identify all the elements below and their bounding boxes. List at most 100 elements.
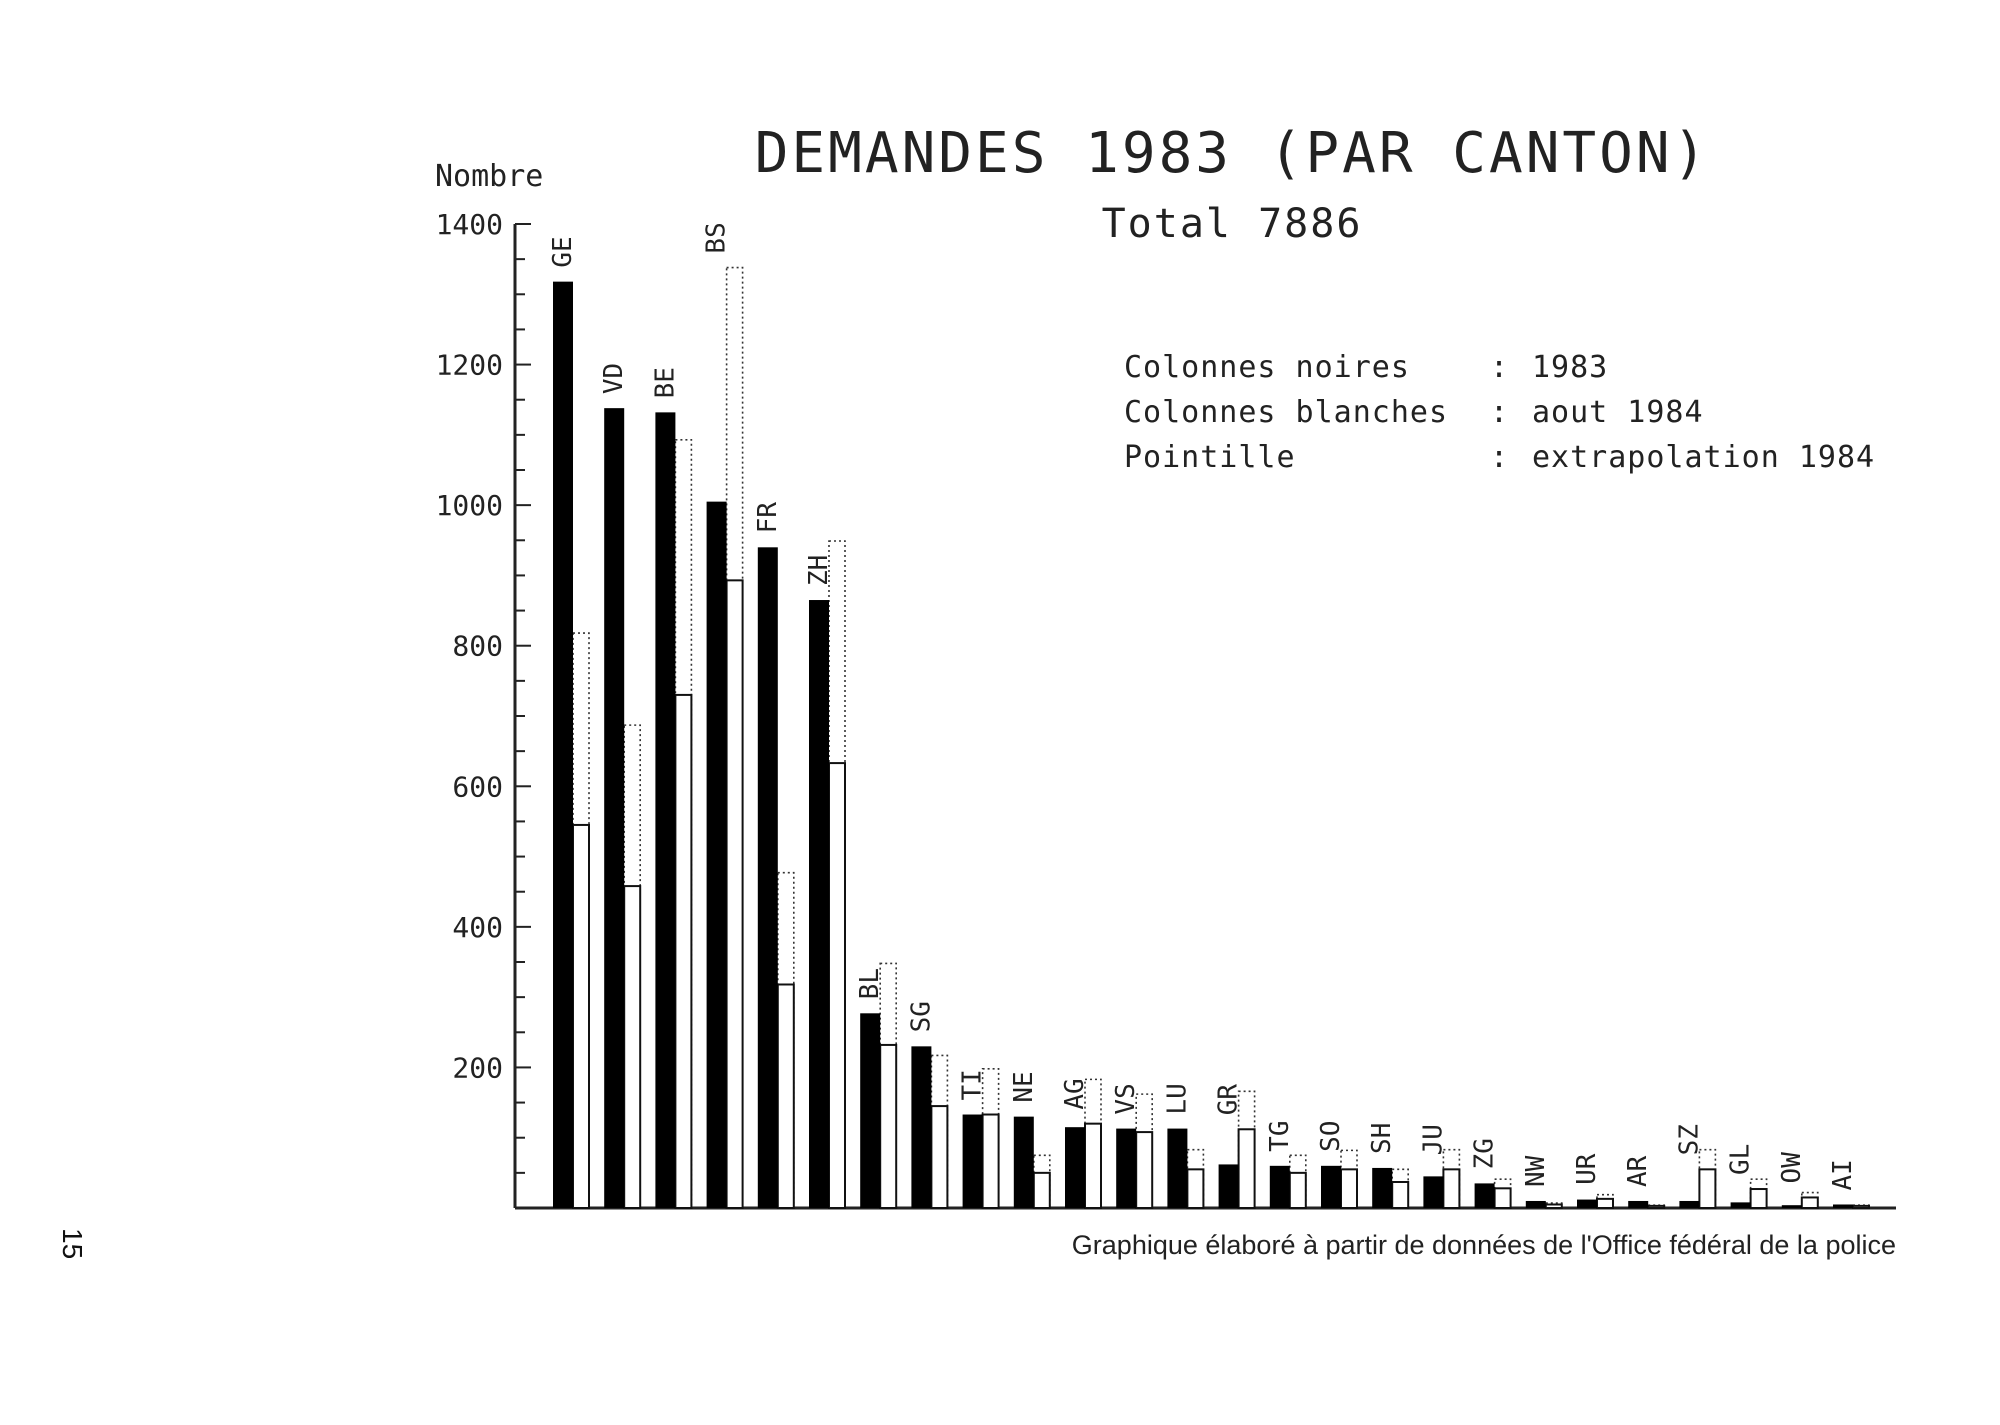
bar-1983-nw bbox=[1525, 1200, 1546, 1208]
category-label-sh: SH bbox=[1367, 1123, 1397, 1154]
bar-1983-sg bbox=[911, 1046, 932, 1208]
chart-subtitle: Total 7886 bbox=[1102, 201, 1363, 247]
legend-sep-aout: : bbox=[1490, 395, 1508, 430]
bar-aout-1984-ai bbox=[1852, 1204, 1870, 1210]
legend-label-1983: Colonnes noires bbox=[1124, 350, 1410, 385]
bar-1983-vd bbox=[604, 408, 625, 1208]
bar-1983-sh bbox=[1372, 1167, 1393, 1208]
bar-1983-ai bbox=[1833, 1204, 1853, 1208]
legend-label-aout: Colonnes blanches bbox=[1124, 395, 1448, 430]
bar-aout-1984-ju bbox=[1442, 1168, 1461, 1210]
bar-1983-bs bbox=[706, 501, 727, 1209]
bar-aout-1984-lu bbox=[1186, 1168, 1205, 1210]
legend-label-extrapolation: Pointille bbox=[1124, 440, 1296, 475]
y-axis-label: Nombre bbox=[435, 159, 543, 194]
y-tick-label: 1200 bbox=[436, 349, 503, 382]
category-label-ur: UR bbox=[1572, 1153, 1602, 1185]
bar-1983-ju bbox=[1423, 1176, 1444, 1208]
category-label-sg: SG bbox=[906, 1001, 936, 1032]
bar-1983-fr bbox=[757, 547, 778, 1208]
bar-1983-gr bbox=[1218, 1164, 1239, 1208]
bar-1983-ow bbox=[1781, 1205, 1802, 1208]
bar-aout-1984-ag bbox=[1084, 1122, 1102, 1209]
category-label-bs: BS bbox=[702, 222, 732, 253]
axes: 200 400 600 800 1000 1200 1400 bbox=[436, 208, 1896, 1210]
category-label-ju: JU bbox=[1418, 1124, 1448, 1155]
category-label-gr: GR bbox=[1214, 1084, 1244, 1116]
bar-1983-lu bbox=[1167, 1128, 1188, 1208]
category-label-bl: BL bbox=[855, 968, 885, 999]
bar-aout-1984-fr bbox=[776, 983, 795, 1210]
page-number: 15 bbox=[57, 1228, 88, 1260]
bar-1983-ar bbox=[1628, 1200, 1649, 1208]
bar-aout-1984-ur bbox=[1596, 1197, 1614, 1210]
bar-1983-ag bbox=[1065, 1127, 1085, 1208]
category-label-ti: TI bbox=[958, 1069, 988, 1100]
chart-title: DEMANDES 1983 (PAR CANTON) bbox=[755, 121, 1710, 186]
bar-aout-1984-ar bbox=[1647, 1204, 1666, 1210]
bar-1983-ur bbox=[1577, 1199, 1597, 1208]
bar-1983-vs bbox=[1116, 1128, 1137, 1208]
y-tick-label: 200 bbox=[452, 1051, 503, 1084]
bar-aout-1984-zg bbox=[1493, 1187, 1512, 1209]
category-label-zg: ZG bbox=[1470, 1138, 1500, 1169]
legend-sep-1983: : bbox=[1490, 350, 1508, 385]
category-label-ar: AR bbox=[1623, 1155, 1653, 1187]
bar-1983-so bbox=[1321, 1165, 1341, 1208]
bar-aout-1984-so bbox=[1340, 1168, 1358, 1210]
bar-aout-1984-bs bbox=[725, 579, 744, 1209]
category-label-be: BE bbox=[650, 367, 680, 398]
source-note: Graphique élaboré à partir de données de… bbox=[1072, 1230, 1896, 1260]
bar-1983-ge bbox=[553, 281, 573, 1208]
bar-aout-1984-ow bbox=[1800, 1196, 1819, 1210]
bar-aout-1984-gr bbox=[1237, 1128, 1256, 1210]
category-label-nw: NW bbox=[1521, 1155, 1551, 1187]
bar-aout-1984-be bbox=[674, 693, 693, 1209]
legend-value-1983: 1983 bbox=[1532, 350, 1608, 385]
legend-value-extrapolation: extrapolation 1984 bbox=[1532, 440, 1875, 475]
category-label-zh: ZH bbox=[804, 555, 834, 586]
category-label-ai: AI bbox=[1828, 1159, 1858, 1190]
bar-aout-1984-ge bbox=[572, 823, 590, 1209]
y-tick-label: 1000 bbox=[436, 489, 503, 522]
category-label-vd: VD bbox=[599, 363, 629, 394]
bar-aout-1984-sz bbox=[1698, 1168, 1717, 1210]
bar-1983-sz bbox=[1679, 1200, 1700, 1208]
category-label-ag: AG bbox=[1060, 1078, 1090, 1109]
bar-aout-1984-nw bbox=[1544, 1203, 1563, 1210]
category-label-ge: GE bbox=[548, 236, 578, 267]
category-label-sz: SZ bbox=[1674, 1124, 1704, 1155]
bar-1983-tg bbox=[1269, 1165, 1290, 1208]
bar-aout-1984-vs bbox=[1135, 1131, 1154, 1209]
bar-aout-1984-ne bbox=[1032, 1171, 1051, 1210]
bar-1983-zh bbox=[809, 600, 829, 1208]
category-label-vs: VS bbox=[1111, 1083, 1141, 1114]
y-tick-label: 1400 bbox=[436, 208, 503, 241]
bar-aout-1984-ti bbox=[981, 1113, 1000, 1210]
bars bbox=[553, 266, 1870, 1210]
legend: Colonnes noires : 1983 Colonnes blanches… bbox=[1124, 350, 1875, 475]
category-labels: GE VD BE BS FR ZH BL SG TI NE AG VS LU GR TG SO SH JU ZG NW… bbox=[548, 222, 1858, 1190]
bar-1983-ti bbox=[962, 1114, 983, 1208]
bar-aout-1984-bl bbox=[879, 1043, 898, 1209]
bar-1983-be bbox=[655, 412, 676, 1208]
category-label-so: SO bbox=[1316, 1121, 1346, 1152]
bar-aout-1984-zh bbox=[828, 762, 846, 1209]
category-label-fr: FR bbox=[753, 502, 783, 534]
category-label-ne: NE bbox=[1009, 1071, 1039, 1102]
bar-aout-1984-gl bbox=[1749, 1188, 1768, 1209]
bar-aout-1984-sh bbox=[1391, 1180, 1410, 1209]
bar-aout-1984-tg bbox=[1288, 1171, 1307, 1210]
y-tick-label: 800 bbox=[452, 630, 503, 663]
category-label-tg: TG bbox=[1265, 1121, 1295, 1152]
legend-value-aout: aout 1984 bbox=[1532, 395, 1704, 430]
y-tick-label: 600 bbox=[452, 770, 503, 803]
category-label-lu: LU bbox=[1162, 1083, 1192, 1114]
bar-1983-zg bbox=[1474, 1183, 1495, 1208]
bar-aout-1984-sg bbox=[930, 1105, 949, 1209]
bar-1983-bl bbox=[860, 1013, 881, 1208]
bar-aout-1984-vd bbox=[623, 885, 642, 1209]
legend-sep-extrapolation: : bbox=[1490, 440, 1508, 475]
bar-1983-ne bbox=[1013, 1116, 1034, 1208]
